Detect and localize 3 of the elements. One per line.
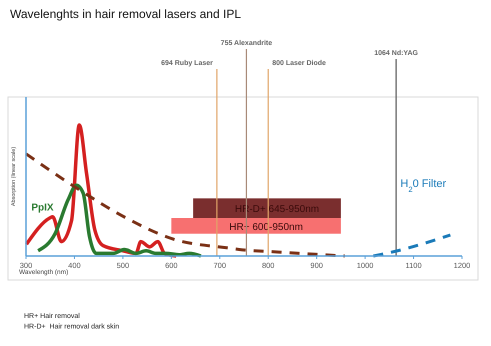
chart-title: Wavelenghts in hair removal lasers and IPL (10, 7, 242, 21)
text: H$_{2}$0 Filter (400, 178, 447, 194)
series-label: PpIX (31, 202, 54, 214)
